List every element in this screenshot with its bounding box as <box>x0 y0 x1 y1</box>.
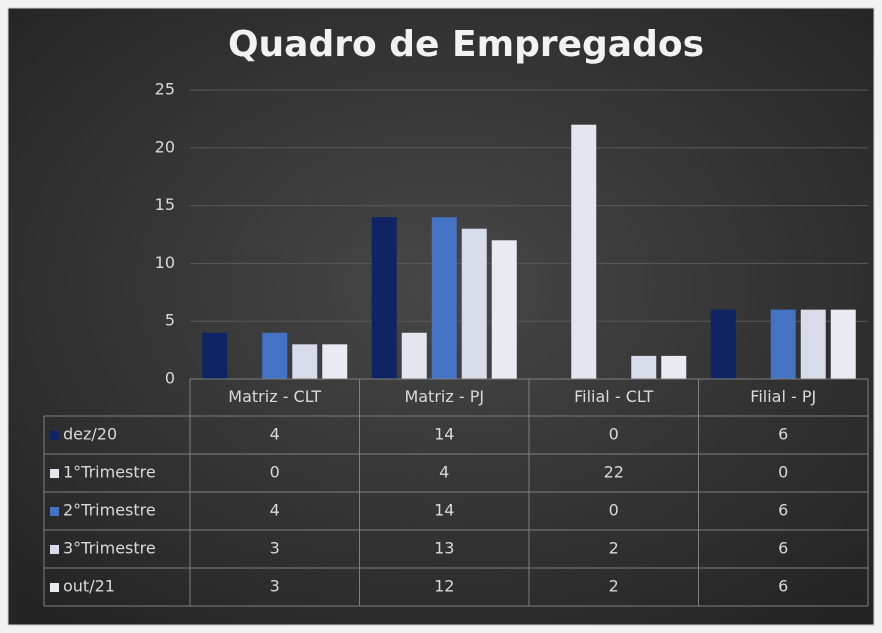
table-value: 4 <box>439 463 449 482</box>
x-tick-label: Matriz - CLT <box>228 387 321 406</box>
x-tick-label: Filial - CLT <box>574 387 653 406</box>
table-value: 12 <box>434 577 454 596</box>
bar <box>571 124 597 380</box>
bar <box>401 332 427 379</box>
y-tick-label: 15 <box>155 195 175 214</box>
legend-label: 2°Trimestre <box>63 501 156 520</box>
table-value: 0 <box>609 425 619 444</box>
bar <box>631 355 657 379</box>
table-value: 6 <box>778 539 788 558</box>
table-value: 3 <box>270 577 280 596</box>
table-value: 2 <box>609 539 619 558</box>
table-value: 6 <box>778 425 788 444</box>
bar <box>800 309 826 379</box>
bar <box>770 309 796 379</box>
y-tick-label: 5 <box>165 311 175 330</box>
table-value: 0 <box>778 463 788 482</box>
legend-key <box>50 545 59 554</box>
chart-title: Quadro de Empregados <box>228 24 704 65</box>
bar <box>491 240 517 379</box>
y-tick-label: 25 <box>155 80 175 99</box>
table-value: 2 <box>609 577 619 596</box>
table-value: 14 <box>434 501 454 520</box>
legend-key <box>50 583 59 592</box>
legend-key <box>50 469 59 478</box>
table-value: 4 <box>270 501 280 520</box>
bar <box>710 309 736 379</box>
table-value: 14 <box>434 425 454 444</box>
legend-key <box>50 507 59 516</box>
legend-label: dez/20 <box>63 425 117 444</box>
y-tick-label: 0 <box>165 369 175 388</box>
table-value: 13 <box>434 539 454 558</box>
table-value: 22 <box>604 463 624 482</box>
bar <box>661 355 687 379</box>
legend-key <box>50 431 59 440</box>
bar <box>262 332 288 379</box>
x-tick-label: Matriz - PJ <box>404 387 484 406</box>
table-value: 3 <box>270 539 280 558</box>
bar <box>292 344 318 379</box>
bar <box>431 217 457 379</box>
bar <box>322 344 348 379</box>
table-value: 6 <box>778 577 788 596</box>
legend-label: 1°Trimestre <box>63 463 156 482</box>
bar <box>371 217 397 379</box>
table-value: 0 <box>609 501 619 520</box>
legend-label: 3°Trimestre <box>63 539 156 558</box>
table-value: 0 <box>270 463 280 482</box>
bar <box>461 228 487 379</box>
y-tick-label: 10 <box>155 253 175 272</box>
bar <box>830 309 856 379</box>
bar <box>202 332 228 379</box>
legend-label: out/21 <box>63 577 115 596</box>
table-value: 4 <box>270 425 280 444</box>
x-tick-label: Filial - PJ <box>750 387 816 406</box>
table-value: 6 <box>778 501 788 520</box>
y-tick-label: 20 <box>155 137 175 156</box>
